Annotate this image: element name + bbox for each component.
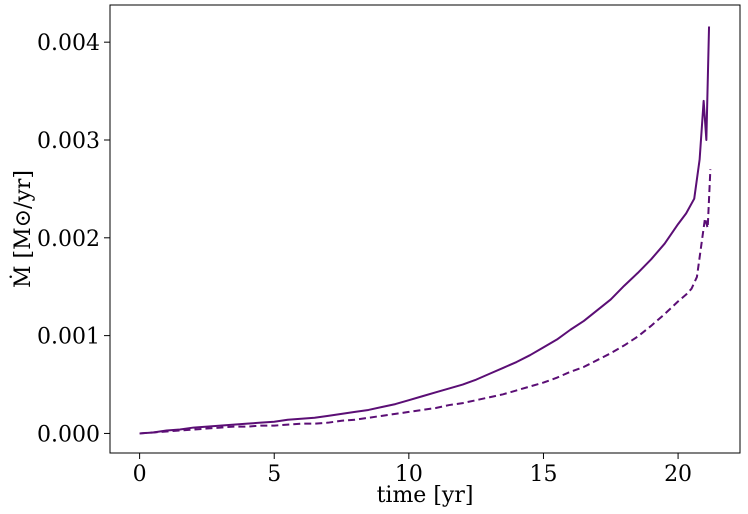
y-tick-label: 0.000 <box>37 422 100 447</box>
x-tick-label: 20 <box>664 462 692 487</box>
x-axis-label: time [yr] <box>377 483 474 508</box>
y-tick-label: 0.001 <box>37 325 100 350</box>
series-line-dashed <box>139 169 712 435</box>
y-axis-ticks: 0.000 0.001 0.002 0.003 0.004 <box>37 31 110 447</box>
y-tick-label: 0.004 <box>37 31 100 56</box>
x-tick-label: 15 <box>529 462 557 487</box>
x-tick-label: 10 <box>395 462 423 487</box>
x-tick-label: 0 <box>133 462 147 487</box>
series-line-solid <box>139 26 711 435</box>
x-axis-ticks: 0 5 10 15 20 <box>133 453 692 487</box>
plot-area <box>109 4 741 454</box>
y-axis-label: Ṁ [M⊙/yr] <box>9 170 36 288</box>
series-lines <box>139 26 712 435</box>
y-tick-label: 0.002 <box>37 227 100 252</box>
y-tick-label: 0.003 <box>37 129 100 154</box>
x-tick-label: 5 <box>267 462 281 487</box>
